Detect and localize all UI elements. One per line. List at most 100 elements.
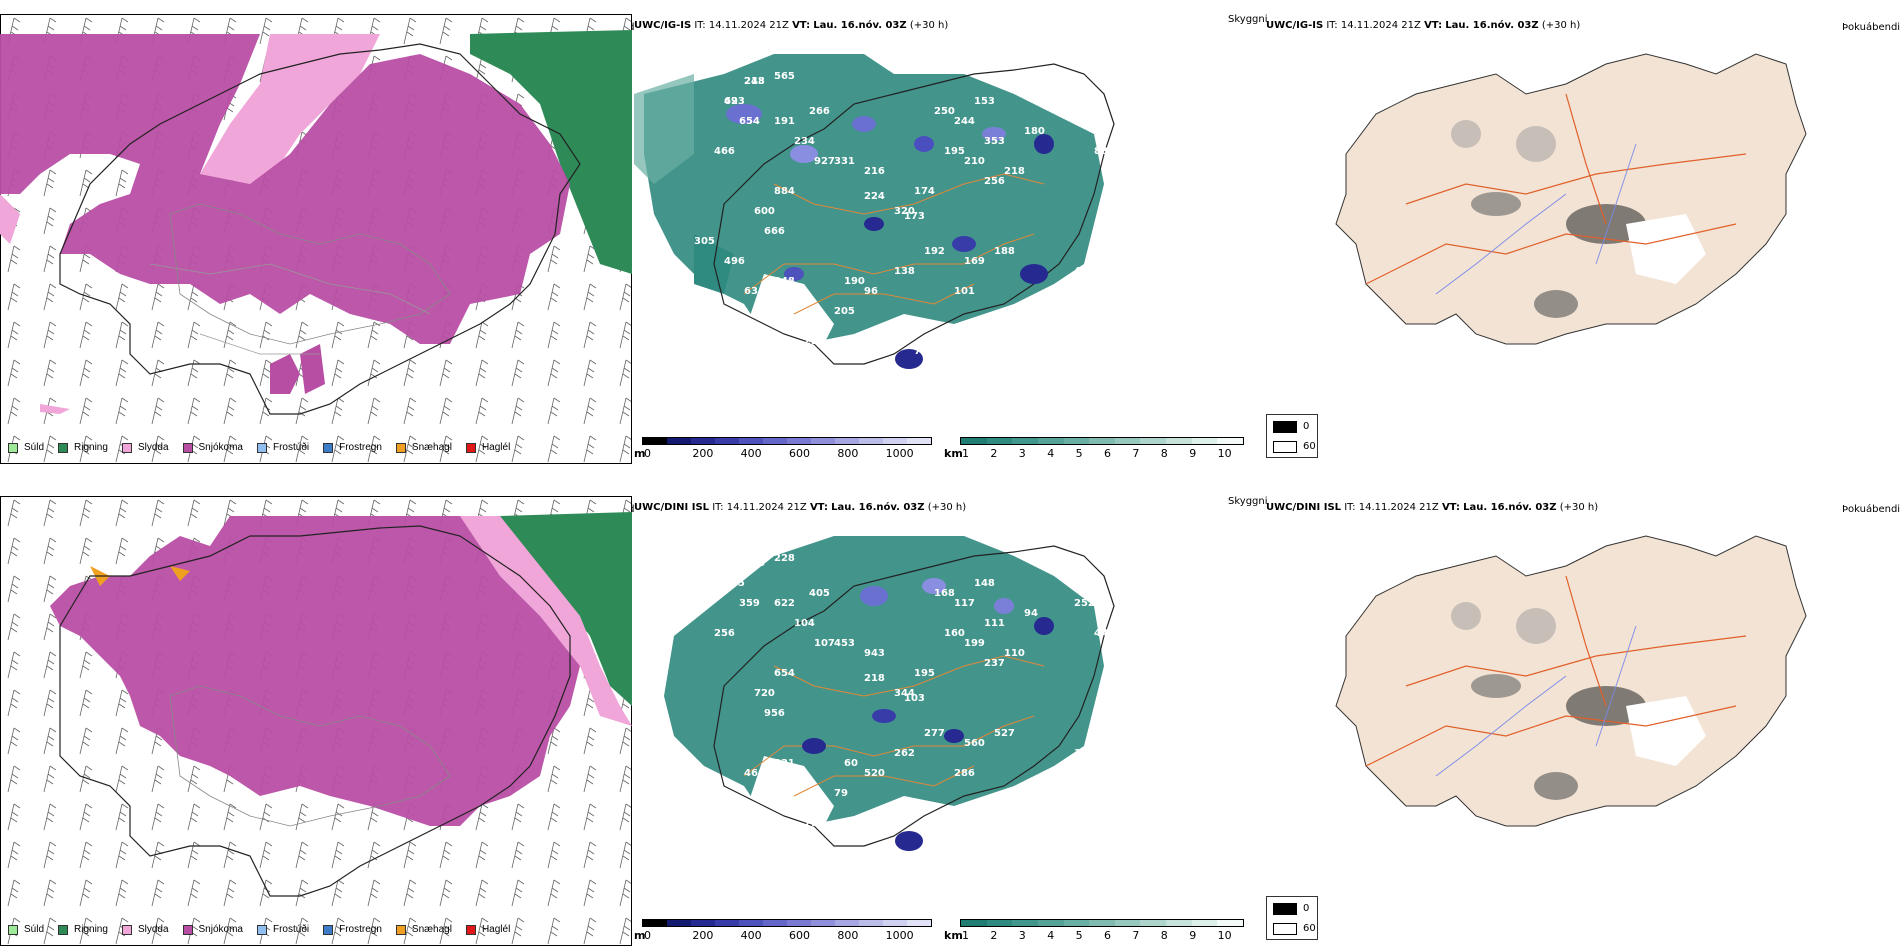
visibility-value-label: 277	[924, 728, 945, 739]
visibility-value-label: 234	[794, 136, 815, 147]
it-label: IT:	[694, 20, 706, 31]
legend-item-snaehagl: Snæhagl	[395, 924, 452, 935]
legend-swatch	[395, 924, 406, 935]
fog-legend-1: 0 60	[1266, 414, 1318, 458]
colorbar-tick: 5	[1075, 929, 1083, 942]
legend-item-hagel: Haglél	[465, 442, 510, 453]
fog-legend-2: 0 60	[1266, 896, 1318, 940]
colorbar-tick: 9	[1189, 447, 1197, 460]
colorbar-tick: 9	[1189, 929, 1197, 942]
legend-swatch	[58, 924, 69, 935]
colorbar-tick: 7	[1132, 929, 1140, 942]
legend-swatch	[256, 442, 267, 453]
visibility-value-label: 565	[774, 71, 795, 82]
header-2c: UWC/DINI ISL IT: 14.11.2024 21Z VT: Lau.…	[1266, 502, 1598, 513]
visibility-value-label: 199	[964, 638, 985, 649]
vt-value: Lau. 16.nóv. 03Z	[1445, 20, 1539, 31]
visibility-value-label: 624	[1074, 116, 1095, 127]
legend-label: Slydda	[137, 924, 169, 935]
colorbar-tick: 7	[1132, 447, 1140, 460]
visibility-value-label: 720	[754, 688, 775, 699]
elevation-colorbar-2: m 0 200 400 600 800 1000	[634, 919, 934, 945]
colorbar-tick: 0	[644, 447, 651, 460]
visibility-value-label: 359	[739, 598, 760, 609]
visibility-value-label: 666	[764, 226, 785, 237]
visibility-value-label: 69	[724, 96, 738, 107]
legend-item-frostregn: Frostregn	[323, 442, 382, 453]
visibility-value-label: 228	[774, 553, 795, 564]
colorbar-segment	[643, 920, 667, 926]
colorbar-segment	[1114, 438, 1141, 444]
visibility-value-label: 194	[1074, 748, 1095, 759]
visibility-value-label: 153	[974, 96, 995, 107]
visibility-map-1[interactable]: 423 213 565 654 191 466 266 234 927 884 600 666 331 2…	[634, 34, 1264, 454]
visibility-value-label: 353	[984, 136, 1005, 147]
legend-label: Rigning	[74, 924, 108, 935]
visibility-value-label: 168	[934, 588, 955, 599]
visibility-value-label: 915	[1124, 236, 1145, 247]
fog-label-0: 0	[1303, 421, 1310, 432]
visibility-value-label: 173	[904, 211, 925, 222]
colorbar-tick: 800	[837, 447, 859, 460]
precip-map-2[interactable]	[0, 496, 632, 946]
visibility-value-label: 258	[744, 558, 765, 569]
legend-swatch	[8, 442, 18, 453]
legend-swatch	[465, 442, 476, 453]
visibility-value-label: 423	[724, 96, 745, 107]
fog-map-2[interactable]	[1266, 506, 1900, 946]
colorbar-tick: 4	[1047, 929, 1055, 942]
colorbar-segment	[1191, 920, 1218, 926]
visibility-value-label: 79	[834, 788, 848, 799]
model-name: UWC/IG-IS	[1266, 20, 1324, 31]
visibility-value-label: 376	[1114, 688, 1135, 699]
fog-map-1[interactable]	[1266, 24, 1900, 464]
visibility-value-label: 216	[864, 166, 885, 177]
visibility-panel-2: UWC/DINI ISL IT: 14.11.2024 21Z VT: Lau.…	[634, 496, 1268, 946]
visibility-value-label: 195	[944, 146, 965, 157]
vis-labels-2: 735 258 228 359 622 256 405 104 107 654 720 956 453 9…	[714, 553, 1145, 829]
colorbar-segment	[907, 920, 931, 926]
visibility-value-label: 884	[774, 186, 795, 197]
colorbar-segment	[859, 920, 883, 926]
colorbar-segment	[883, 920, 907, 926]
colorbar-segment	[1063, 438, 1090, 444]
visibility-value-label: 266	[809, 106, 830, 117]
visibility-value-label: 166	[904, 386, 925, 397]
legend-item-rigning: Rigning	[58, 442, 108, 453]
legend-swatch	[8, 924, 18, 935]
visibility-value-label: 463	[924, 366, 945, 377]
vt-value: Lau. 16.nóv. 03Z	[1463, 502, 1557, 513]
visibility-value-label: 218	[864, 673, 885, 684]
sleet-area	[200, 34, 380, 184]
legend-item-hagel: Haglél	[465, 924, 510, 935]
visibility-value-label: 453	[834, 638, 855, 649]
visibility-value-label: 111	[984, 618, 1005, 629]
visibility-value-label: 205	[834, 306, 855, 317]
precip-legend: Súld Rigning Slydda Snjókoma Frostúði Fr…	[8, 924, 524, 935]
colorbar-tick: 600	[789, 447, 810, 460]
colorbar-segment	[1037, 438, 1064, 444]
colorbar-tick: 0	[644, 929, 651, 942]
colorbar-tick: 8	[1160, 929, 1168, 942]
colorbar-tick: 800	[837, 929, 859, 942]
row-1: UWC/IG-IS IT: 14.11.2024 21Z VT: Lau. 16…	[0, 14, 1900, 464]
colorbar-segment	[739, 920, 763, 926]
elevation-unit: m	[634, 447, 646, 460]
colorbar-tick: 1000	[885, 447, 914, 460]
colorbar-segment	[715, 920, 739, 926]
precip-map-1[interactable]	[0, 14, 632, 464]
legend-label: Snjókoma	[198, 442, 243, 453]
visibility-value-label: 520	[864, 768, 885, 779]
fog-label-60: 60	[1303, 441, 1316, 452]
colorbar-tick: 10	[1217, 447, 1232, 460]
legend-label: Frostregn	[339, 924, 382, 935]
visibility-map-2[interactable]: 735 258 228 359 622 256 405 104 107 654 720 956 453 9…	[634, 516, 1264, 936]
visibility-value-label: 880	[1114, 166, 1135, 177]
legend-label: Frostúði	[272, 442, 310, 453]
visibility-value-label: 248	[744, 76, 765, 87]
visibility-value-label: 714	[804, 818, 825, 829]
vis-labels-1: 423 213 565 654 191 466 266 234 927 884 600 666 331 2…	[694, 71, 1145, 397]
visibility-value-label: 355	[1054, 296, 1075, 307]
visibility-value-label: 192	[924, 246, 945, 257]
legend-item-rigning: Rigning	[58, 924, 108, 935]
